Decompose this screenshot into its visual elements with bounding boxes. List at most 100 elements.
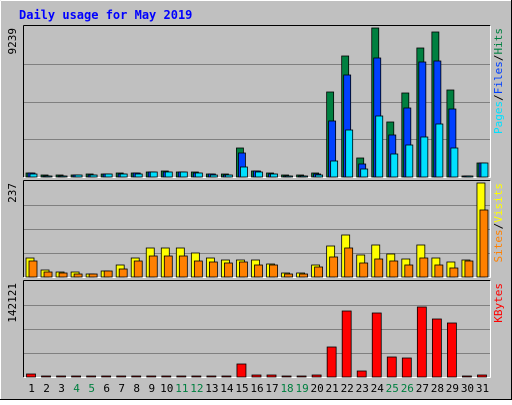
x-axis-tick-labels: 1 2 3 4 5 6 7 8 9 10 11 12 13 14 15 16 17 18 19 20 21 22 23 24 2… [28, 382, 489, 395]
bar-kbytes-day-12 [191, 375, 202, 378]
bar-pages-day-24 [375, 115, 384, 178]
bar-pages-day-4 [74, 174, 83, 178]
bar-kbytes-day-1 [26, 373, 36, 378]
y-max-label-visits-sites: 237 [6, 183, 19, 203]
x-tick-label-day-21: 21 [326, 382, 339, 395]
x-tick-label-day-23: 23 [356, 382, 369, 395]
x-tick-label-day-22: 22 [341, 382, 354, 395]
x-tick-label-day-4: 4 [73, 382, 80, 395]
bar-sites-day-3 [58, 272, 68, 278]
bar-sites-day-8 [133, 260, 143, 278]
bar-kbytes-day-2 [41, 375, 51, 378]
panel-kbytes: 142121 KBytes [6, 280, 505, 378]
legend-visits-sites: Sites/Visits [492, 183, 505, 263]
bar-kbytes-day-30 [462, 375, 472, 378]
bar-kbytes-day-23 [356, 370, 367, 378]
x-tick-label-day-15: 15 [235, 382, 248, 395]
bar-sites-day-1 [28, 260, 38, 278]
x-tick-label-day-20: 20 [311, 382, 324, 395]
bar-kbytes-day-19 [296, 375, 307, 378]
bar-kbytes-day-29 [447, 322, 457, 378]
bar-sites-day-22 [344, 247, 354, 278]
bar-pages-day-19 [300, 175, 308, 178]
bar-kbytes-day-18 [281, 375, 292, 378]
bar-sites-day-14 [224, 262, 233, 278]
bar-pages-day-9 [149, 171, 158, 178]
x-tick-label-day-24: 24 [371, 382, 385, 395]
bar-sites-day-13 [208, 261, 218, 278]
bar-sites-day-11 [178, 255, 188, 278]
chart-title: Daily usage for May 2019 [19, 8, 192, 22]
bar-kbytes-day-22 [341, 310, 352, 378]
x-tick-label-day-17: 17 [265, 382, 278, 395]
bar-pages-day-12 [194, 172, 203, 178]
bar-kbytes-day-8 [131, 375, 142, 378]
bar-pages-day-21 [330, 160, 339, 178]
bar-pages-day-6 [104, 173, 113, 178]
bar-sites-day-15 [239, 261, 248, 278]
bar-sites-day-16 [254, 264, 263, 278]
x-tick-label-day-12: 12 [190, 382, 203, 395]
bar-sites-day-10 [163, 255, 173, 278]
x-tick-label-day-5: 5 [88, 382, 95, 395]
x-tick-label-day-7: 7 [118, 382, 125, 395]
bar-pages-day-16 [255, 171, 263, 178]
legend-separator: / [492, 223, 505, 230]
bar-sites-day-2 [43, 271, 53, 278]
x-tick-label-day-3: 3 [58, 382, 65, 395]
bar-kbytes-day-27 [416, 306, 427, 378]
bar-kbytes-day-24 [371, 312, 382, 378]
bar-kbytes-day-9 [146, 375, 157, 378]
x-tick-label-day-2: 2 [43, 382, 50, 395]
legend-entry-files: Files [492, 61, 505, 94]
legend-separator: / [492, 55, 505, 62]
bar-sites-day-25 [389, 260, 399, 278]
bar-kbytes-day-13 [206, 375, 217, 378]
bar-kbytes-day-16 [251, 374, 262, 378]
bar-kbytes-day-11 [176, 375, 187, 378]
legend-entry-sites: Sites [492, 229, 505, 262]
x-tick-label-day-16: 16 [250, 382, 263, 395]
bar-pages-day-10 [164, 171, 173, 178]
x-tick-label-day-29: 29 [446, 382, 459, 395]
bar-sites-day-4 [73, 273, 83, 278]
x-tick-label-day-31: 31 [476, 382, 489, 395]
x-tick-label-day-11: 11 [175, 382, 188, 395]
bar-pages-day-2 [44, 175, 53, 178]
bar-kbytes-day-31 [477, 374, 487, 378]
x-tick-label-day-28: 28 [431, 382, 444, 395]
legend-entry-kbytes: KBytes [492, 283, 505, 323]
x-tick-label-day-26: 26 [401, 382, 414, 395]
bar-pages-day-29 [450, 147, 459, 178]
bar-pages-day-3 [59, 175, 68, 178]
x-tick-label-day-25: 25 [386, 382, 399, 395]
bar-kbytes-day-17 [266, 374, 277, 378]
legend-hits-files-pages: Pages/Files/Hits [492, 28, 505, 134]
bar-kbytes-day-7 [116, 375, 127, 378]
bar-sites-day-31 [479, 209, 489, 278]
bar-pages-day-23 [360, 168, 369, 178]
bar-kbytes-day-14 [221, 375, 232, 378]
bar-kbytes-day-28 [431, 318, 442, 378]
bar-sites-day-27 [419, 257, 429, 278]
y-max-label-hits-files-pages: 9239 [6, 28, 19, 55]
bar-kbytes-day-4 [71, 375, 81, 378]
bar-pages-day-1 [29, 173, 38, 178]
legend-entry-hits: Hits [492, 28, 505, 55]
bar-pages-day-20 [315, 174, 324, 178]
bar-kbytes-day-20 [311, 374, 322, 378]
bar-kbytes-day-21 [326, 346, 337, 378]
x-tick-label-day-8: 8 [133, 382, 140, 395]
x-tick-label-day-30: 30 [461, 382, 474, 395]
y-max-label-kbytes: 142121 [6, 283, 19, 323]
bar-pages-day-17 [270, 173, 278, 178]
x-tick-label-day-9: 9 [148, 382, 155, 395]
bar-pages-day-28 [435, 123, 444, 178]
bar-kbytes-day-3 [56, 375, 66, 378]
bar-sites-day-20 [314, 266, 324, 278]
x-tick-label-day-6: 6 [103, 382, 110, 395]
x-tick-label-day-18: 18 [280, 382, 293, 395]
bar-kbytes-day-5 [86, 375, 97, 378]
bar-sites-day-5 [88, 273, 98, 278]
